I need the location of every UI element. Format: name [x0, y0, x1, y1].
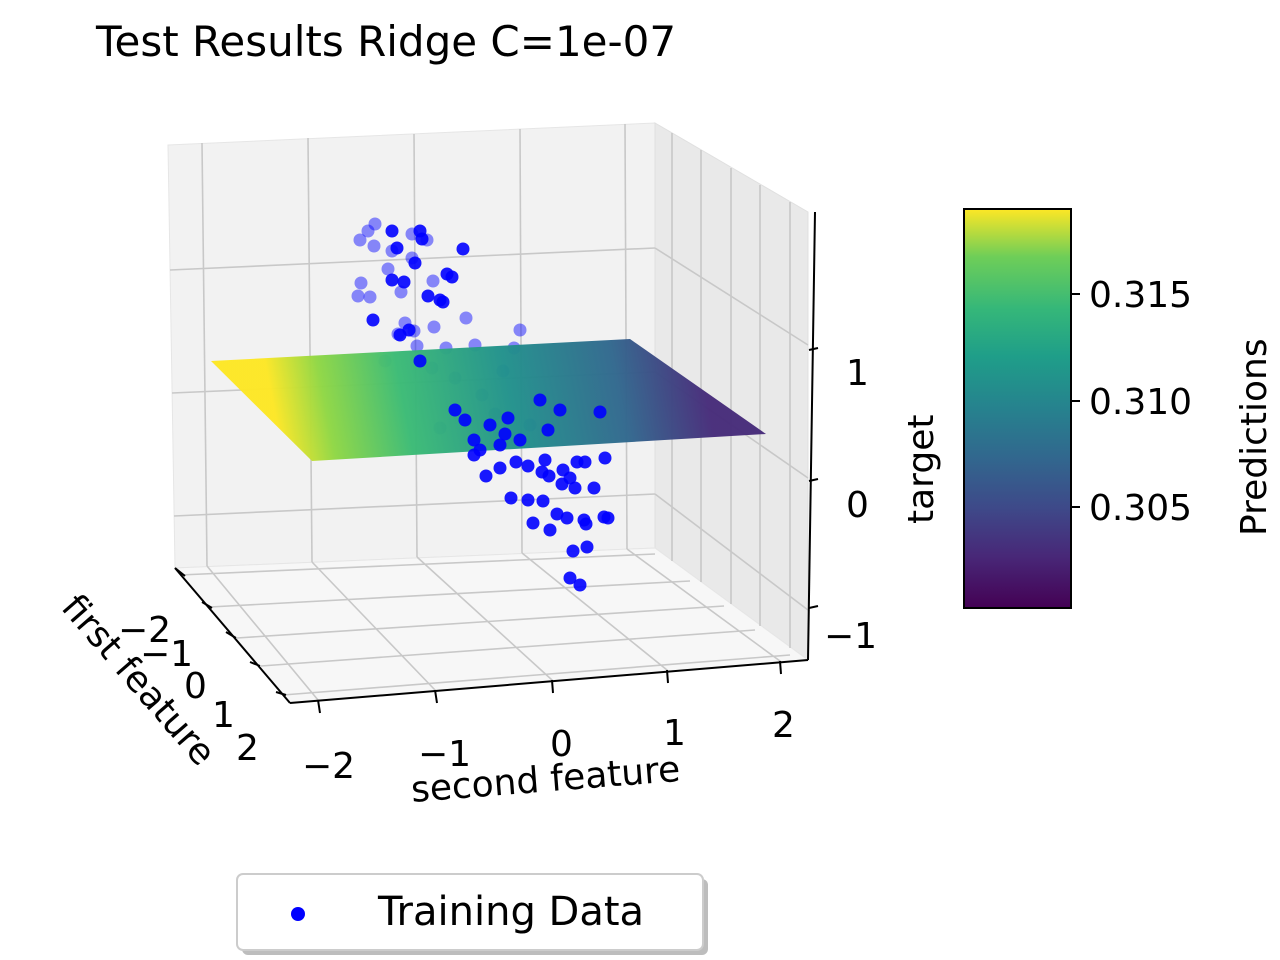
training-data-point	[410, 339, 424, 353]
x-tick-label: 0	[184, 666, 207, 707]
training-data-point	[498, 427, 512, 441]
z-tick-label: 0	[846, 485, 869, 526]
training-data-point	[566, 544, 580, 558]
colorbar-tick-label: 0.305	[1089, 488, 1192, 529]
training-data-point	[587, 481, 601, 495]
training-data-point	[543, 523, 557, 537]
training-data-point	[563, 571, 577, 585]
training-data-point	[408, 256, 422, 270]
training-data-point	[568, 481, 582, 495]
training-data-point	[483, 418, 497, 432]
training-data-point	[550, 507, 564, 521]
training-data-point	[397, 275, 411, 289]
training-data-point	[367, 239, 381, 253]
z-axis-label: target	[901, 415, 942, 524]
training-data-point	[577, 513, 591, 527]
training-data-point	[421, 289, 435, 303]
y-tick-label: 1	[663, 713, 686, 754]
colorbar-tick-label: 0.315	[1089, 275, 1192, 316]
training-data-point	[504, 491, 518, 505]
legend-label-training-data: Training Data	[377, 889, 644, 935]
training-data-point	[363, 290, 377, 304]
training-data-point	[394, 285, 408, 299]
training-data-point	[553, 403, 567, 417]
training-data-point	[521, 493, 535, 507]
x-tick-label: −2	[118, 610, 171, 651]
training-data-point	[413, 354, 427, 368]
colorbar: 0.315 0.310 0.305 Predictions	[963, 208, 1275, 609]
legend-marker	[291, 907, 305, 921]
training-data-point	[479, 469, 493, 483]
training-data-point	[351, 289, 365, 303]
prediction-surface	[211, 339, 766, 461]
x-tick-label: 1	[212, 695, 235, 736]
y-tick-label: −1	[418, 734, 471, 775]
training-data-point	[415, 232, 429, 246]
training-data-point	[541, 423, 555, 437]
training-data-point	[448, 403, 462, 417]
training-data-point	[542, 469, 556, 483]
training-data-point	[354, 276, 368, 290]
training-data-point	[459, 311, 473, 325]
z-tick-label: 1	[846, 353, 869, 394]
z-tick-label: −1	[824, 616, 877, 657]
training-data-point	[521, 459, 535, 473]
training-data-point	[513, 433, 527, 447]
training-data-point	[393, 328, 407, 342]
training-data-point	[578, 455, 592, 469]
training-data-point	[598, 451, 612, 465]
training-data-point	[536, 494, 550, 508]
y-tick-label: 2	[772, 705, 795, 746]
training-data-point	[493, 438, 507, 452]
colorbar-label: Predictions	[1234, 338, 1275, 536]
training-data-point	[381, 262, 395, 276]
y-tick-label: 0	[550, 724, 573, 765]
colorbar-gradient	[963, 208, 1072, 609]
training-data-point	[533, 393, 547, 407]
colorbar-tick-label: 0.310	[1089, 382, 1192, 423]
training-data-point	[593, 405, 607, 419]
training-data-point	[366, 313, 380, 327]
training-data-point	[580, 540, 594, 554]
training-data-point	[526, 516, 540, 530]
training-data-point	[538, 453, 552, 467]
legend-box	[236, 873, 704, 951]
training-data-point	[390, 241, 404, 255]
training-data-point	[560, 511, 574, 525]
training-data-point	[456, 242, 470, 256]
training-data-point	[513, 323, 527, 337]
training-data-point	[493, 461, 507, 475]
training-data-point	[509, 455, 523, 469]
points-front-of-plane	[366, 224, 615, 592]
training-data-point	[555, 477, 569, 491]
training-data-point	[458, 413, 472, 427]
tick-marks	[174, 347, 819, 714]
training-data-point	[501, 411, 515, 425]
training-data-point	[368, 217, 382, 231]
training-data-point	[426, 274, 440, 288]
training-data-point	[427, 320, 441, 334]
training-data-point	[601, 511, 615, 525]
training-data-point	[385, 224, 399, 238]
training-data-point	[467, 448, 481, 462]
training-data-point	[436, 295, 450, 309]
training-data-point	[573, 578, 587, 592]
chart-title: Test Results Ridge C=1e-07	[95, 17, 676, 66]
x-tick-label: −1	[140, 634, 193, 675]
training-data-point	[467, 433, 481, 447]
training-data-point	[445, 270, 459, 284]
legend: Training Data	[236, 873, 708, 955]
training-data-point	[353, 233, 367, 247]
y-tick-label: −2	[302, 746, 355, 787]
training-data-point	[361, 224, 375, 238]
training-data-point	[385, 273, 399, 287]
x-tick-label: 2	[236, 728, 259, 769]
